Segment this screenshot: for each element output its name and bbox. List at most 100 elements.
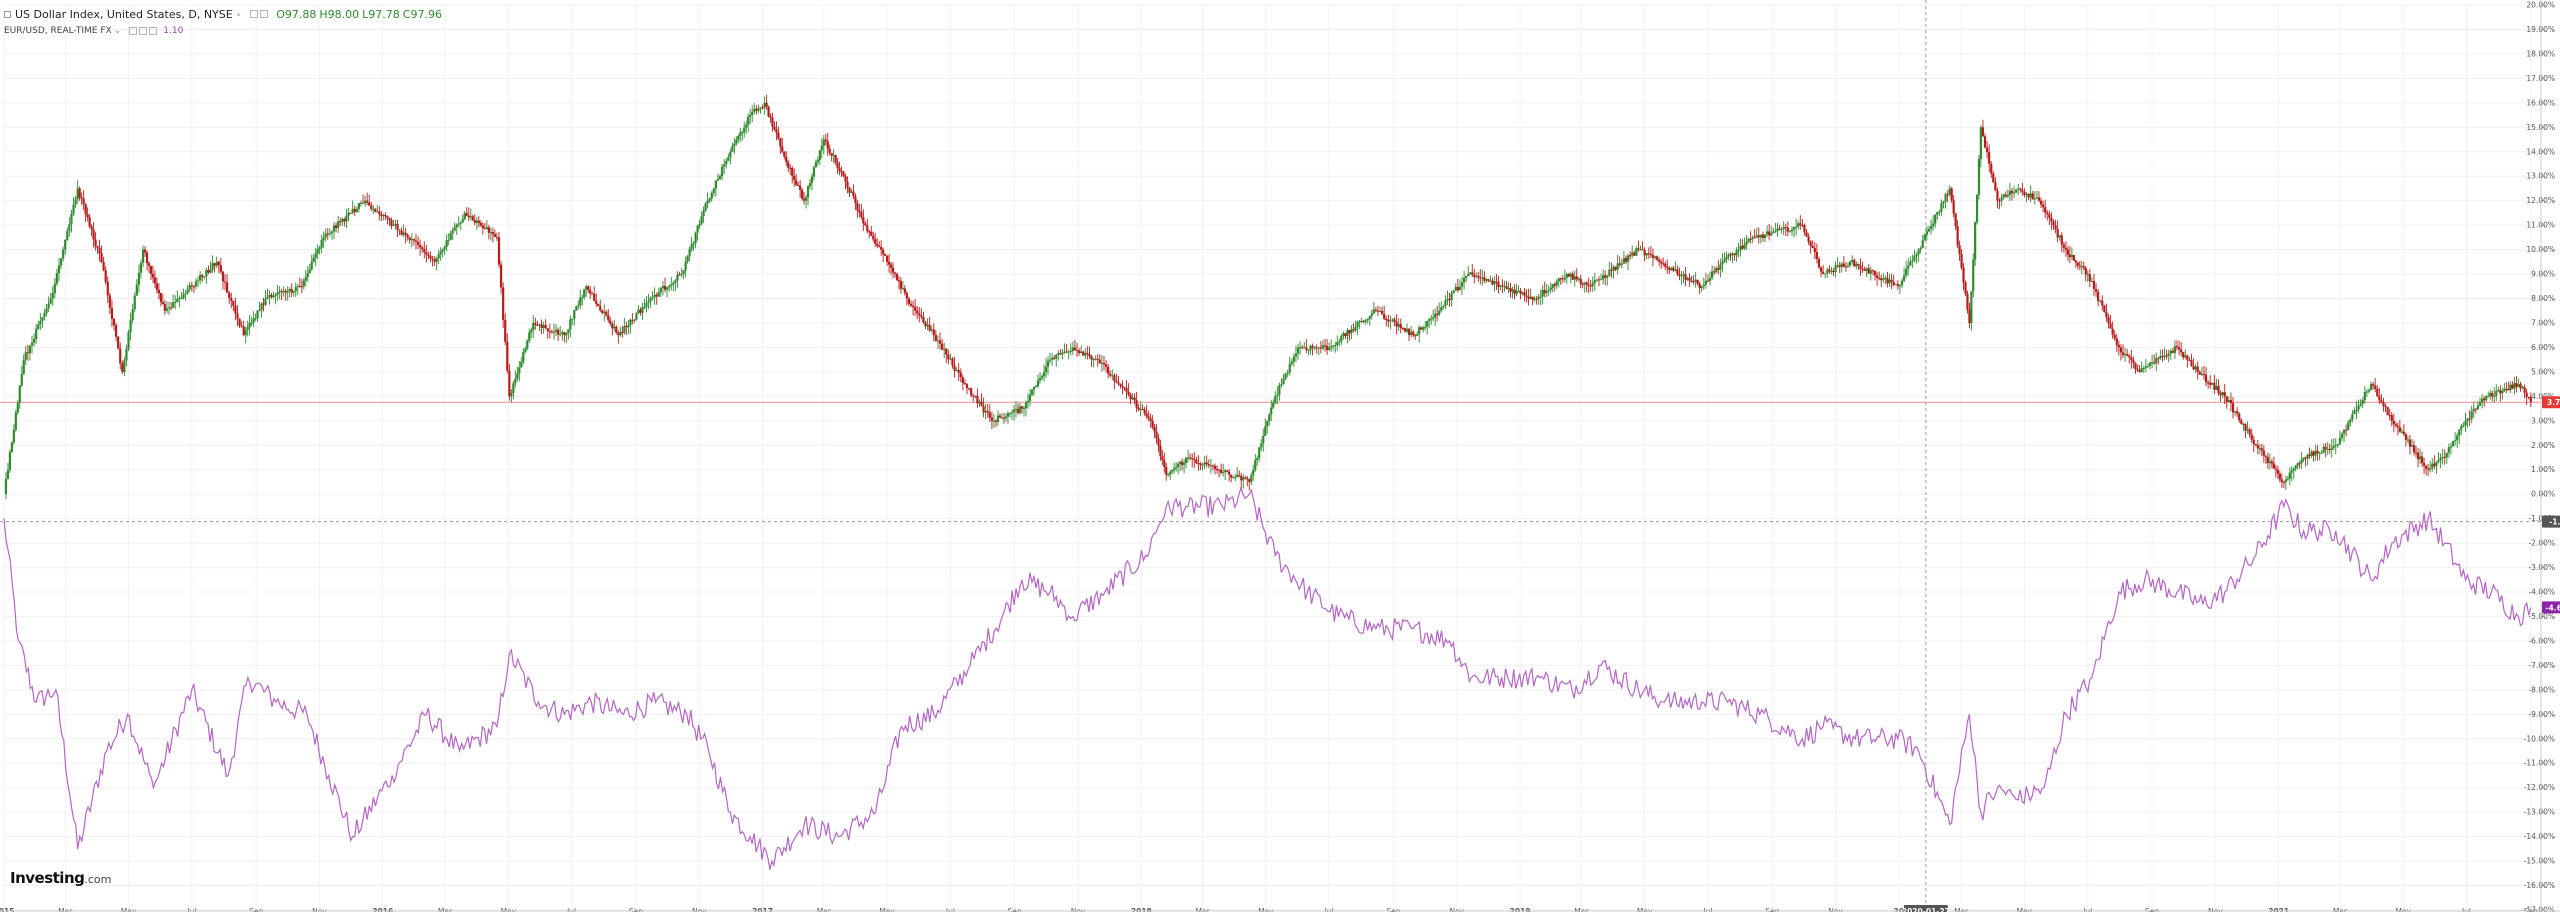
- dxy-candle-body: [1184, 457, 1188, 463]
- dxy-candle-body: [300, 286, 303, 288]
- hide-series-icon[interactable]: [260, 10, 269, 18]
- dxy-candle-body: [1880, 278, 1883, 281]
- settings-icon[interactable]: [250, 10, 259, 18]
- dxy-candle-body: [905, 292, 908, 299]
- dxy-candle-body: [392, 225, 395, 227]
- dxy-value-badge: 3.76%: [2547, 398, 2560, 407]
- dxy-candle-body: [1391, 319, 1394, 321]
- dxy-candle-body: [308, 269, 311, 274]
- dxy-candle-body: [2074, 260, 2077, 263]
- dxy-candle-body: [974, 395, 977, 397]
- dxy-candle-body: [749, 115, 752, 117]
- dxy-candle-body: [856, 202, 859, 211]
- dxy-candle-body: [349, 212, 352, 214]
- dxy-candle-body: [2010, 190, 2014, 194]
- dxy-candle-body: [2231, 403, 2235, 413]
- dxy-candle-body: [1595, 279, 1599, 281]
- settings-icon[interactable]: [129, 27, 138, 35]
- dxy-candle-body: [868, 231, 871, 233]
- dxy-candle-body: [314, 253, 317, 258]
- dxy-candle-body: [2094, 288, 2098, 292]
- dxy-candle-body: [1321, 345, 1325, 349]
- dxy-candle-body: [2410, 445, 2414, 447]
- dxy-candle-body: [161, 302, 164, 305]
- dxy-candle-body: [1929, 226, 1933, 229]
- chevron-down-icon[interactable]: ⌄: [234, 9, 243, 19]
- dxy-candle-body: [887, 261, 891, 265]
- compare-symbol-title[interactable]: EUR/USD, REAL-TIME FX: [4, 26, 112, 36]
- dxy-candle-body: [802, 198, 806, 201]
- dxy-candle-body: [1131, 397, 1134, 400]
- remove-series-icon[interactable]: [149, 27, 158, 35]
- dxy-candle-body: [791, 167, 794, 176]
- dxy-candle-body: [1299, 347, 1302, 349]
- dxy-candle-body: [1278, 385, 1281, 395]
- dxy-candle-body: [1000, 417, 1004, 419]
- dxy-candle-body: [1203, 462, 1206, 465]
- dxy-candle-body: [627, 325, 630, 328]
- dxy-candle-body: [2048, 214, 2051, 218]
- dxy-candle-body: [66, 230, 69, 240]
- dxy-candle-body: [870, 231, 873, 236]
- dxy-candle-body: [1597, 279, 1601, 281]
- dxy-candle-body: [2386, 406, 2389, 415]
- dxy-candle-body: [1826, 269, 1829, 274]
- dxy-candle-body: [663, 286, 667, 290]
- dxy-candle-body: [1960, 253, 1963, 268]
- dxy-candle-body: [2196, 366, 2199, 372]
- collapse-legend-icon[interactable]: [4, 10, 11, 18]
- dxy-candle-body: [1956, 226, 1959, 246]
- dxy-candle-body: [1290, 361, 1293, 364]
- dxy-candle-body: [1177, 463, 1180, 467]
- dxy-candle-body: [1633, 252, 1636, 256]
- dxy-candle-body: [542, 325, 545, 328]
- dxy-candle-body: [524, 348, 527, 352]
- dxy-candle-body: [94, 239, 97, 247]
- dxy-candle-body: [1397, 324, 1400, 327]
- dxy-candle-body: [795, 180, 798, 186]
- dxy-candle-body: [1350, 329, 1353, 334]
- dxy-candle-body: [2163, 355, 2166, 357]
- dxy-candle-body: [2223, 392, 2226, 397]
- dxy-candle-body: [104, 270, 107, 282]
- dxy-candle-body: [39, 320, 42, 325]
- dxy-candle-body: [2529, 397, 2532, 403]
- dxy-candle-body: [1911, 260, 1914, 262]
- hide-series-icon[interactable]: [139, 27, 148, 35]
- chevron-down-icon[interactable]: ⌄: [113, 26, 122, 36]
- dxy-candle-body: [2338, 438, 2342, 445]
- dxy-candle-body: [670, 284, 673, 287]
- dxy-candle-body: [2272, 463, 2275, 469]
- dxy-candle-body: [2200, 373, 2203, 375]
- symbol-title[interactable]: US Dollar Index, United States, D, NYSE: [15, 7, 233, 21]
- dxy-candle-body: [274, 294, 277, 296]
- dxy-candle-body: [479, 222, 482, 226]
- dxy-candle-body: [1666, 266, 1669, 268]
- dxy-candle-body: [1084, 353, 1087, 356]
- dxy-candle-body: [2173, 346, 2177, 353]
- dxy-candle-body: [2202, 373, 2206, 375]
- dxy-candle-body: [1426, 320, 1429, 327]
- dxy-candle-body: [1513, 289, 1516, 294]
- dxy-candle-body: [1672, 267, 1675, 271]
- dxy-candle-body: [2258, 448, 2261, 450]
- dxy-candle-body: [2497, 390, 2500, 392]
- dxy-candle-body: [676, 274, 679, 281]
- dxy-candle-body: [2088, 274, 2091, 282]
- dxy-candle-body: [2527, 396, 2530, 398]
- dxy-candle-body: [2140, 368, 2143, 372]
- dxy-candle-body: [2499, 390, 2502, 394]
- dxy-candle-body: [364, 200, 367, 204]
- dxy-candle-body: [2340, 433, 2344, 439]
- eurusd-value-badge-bg: [2542, 601, 2560, 614]
- dxy-candle-body: [238, 318, 241, 326]
- y-tick-label: -14.00%: [2524, 832, 2555, 841]
- dxy-candle-body: [1972, 259, 1975, 292]
- dxy-candle-body: [1923, 234, 1926, 241]
- y-tick-label: 1.00%: [2531, 465, 2555, 474]
- dxy-candle-body: [1153, 427, 1156, 432]
- dxy-candle-body: [641, 307, 644, 313]
- dxy-candle-body: [808, 183, 812, 187]
